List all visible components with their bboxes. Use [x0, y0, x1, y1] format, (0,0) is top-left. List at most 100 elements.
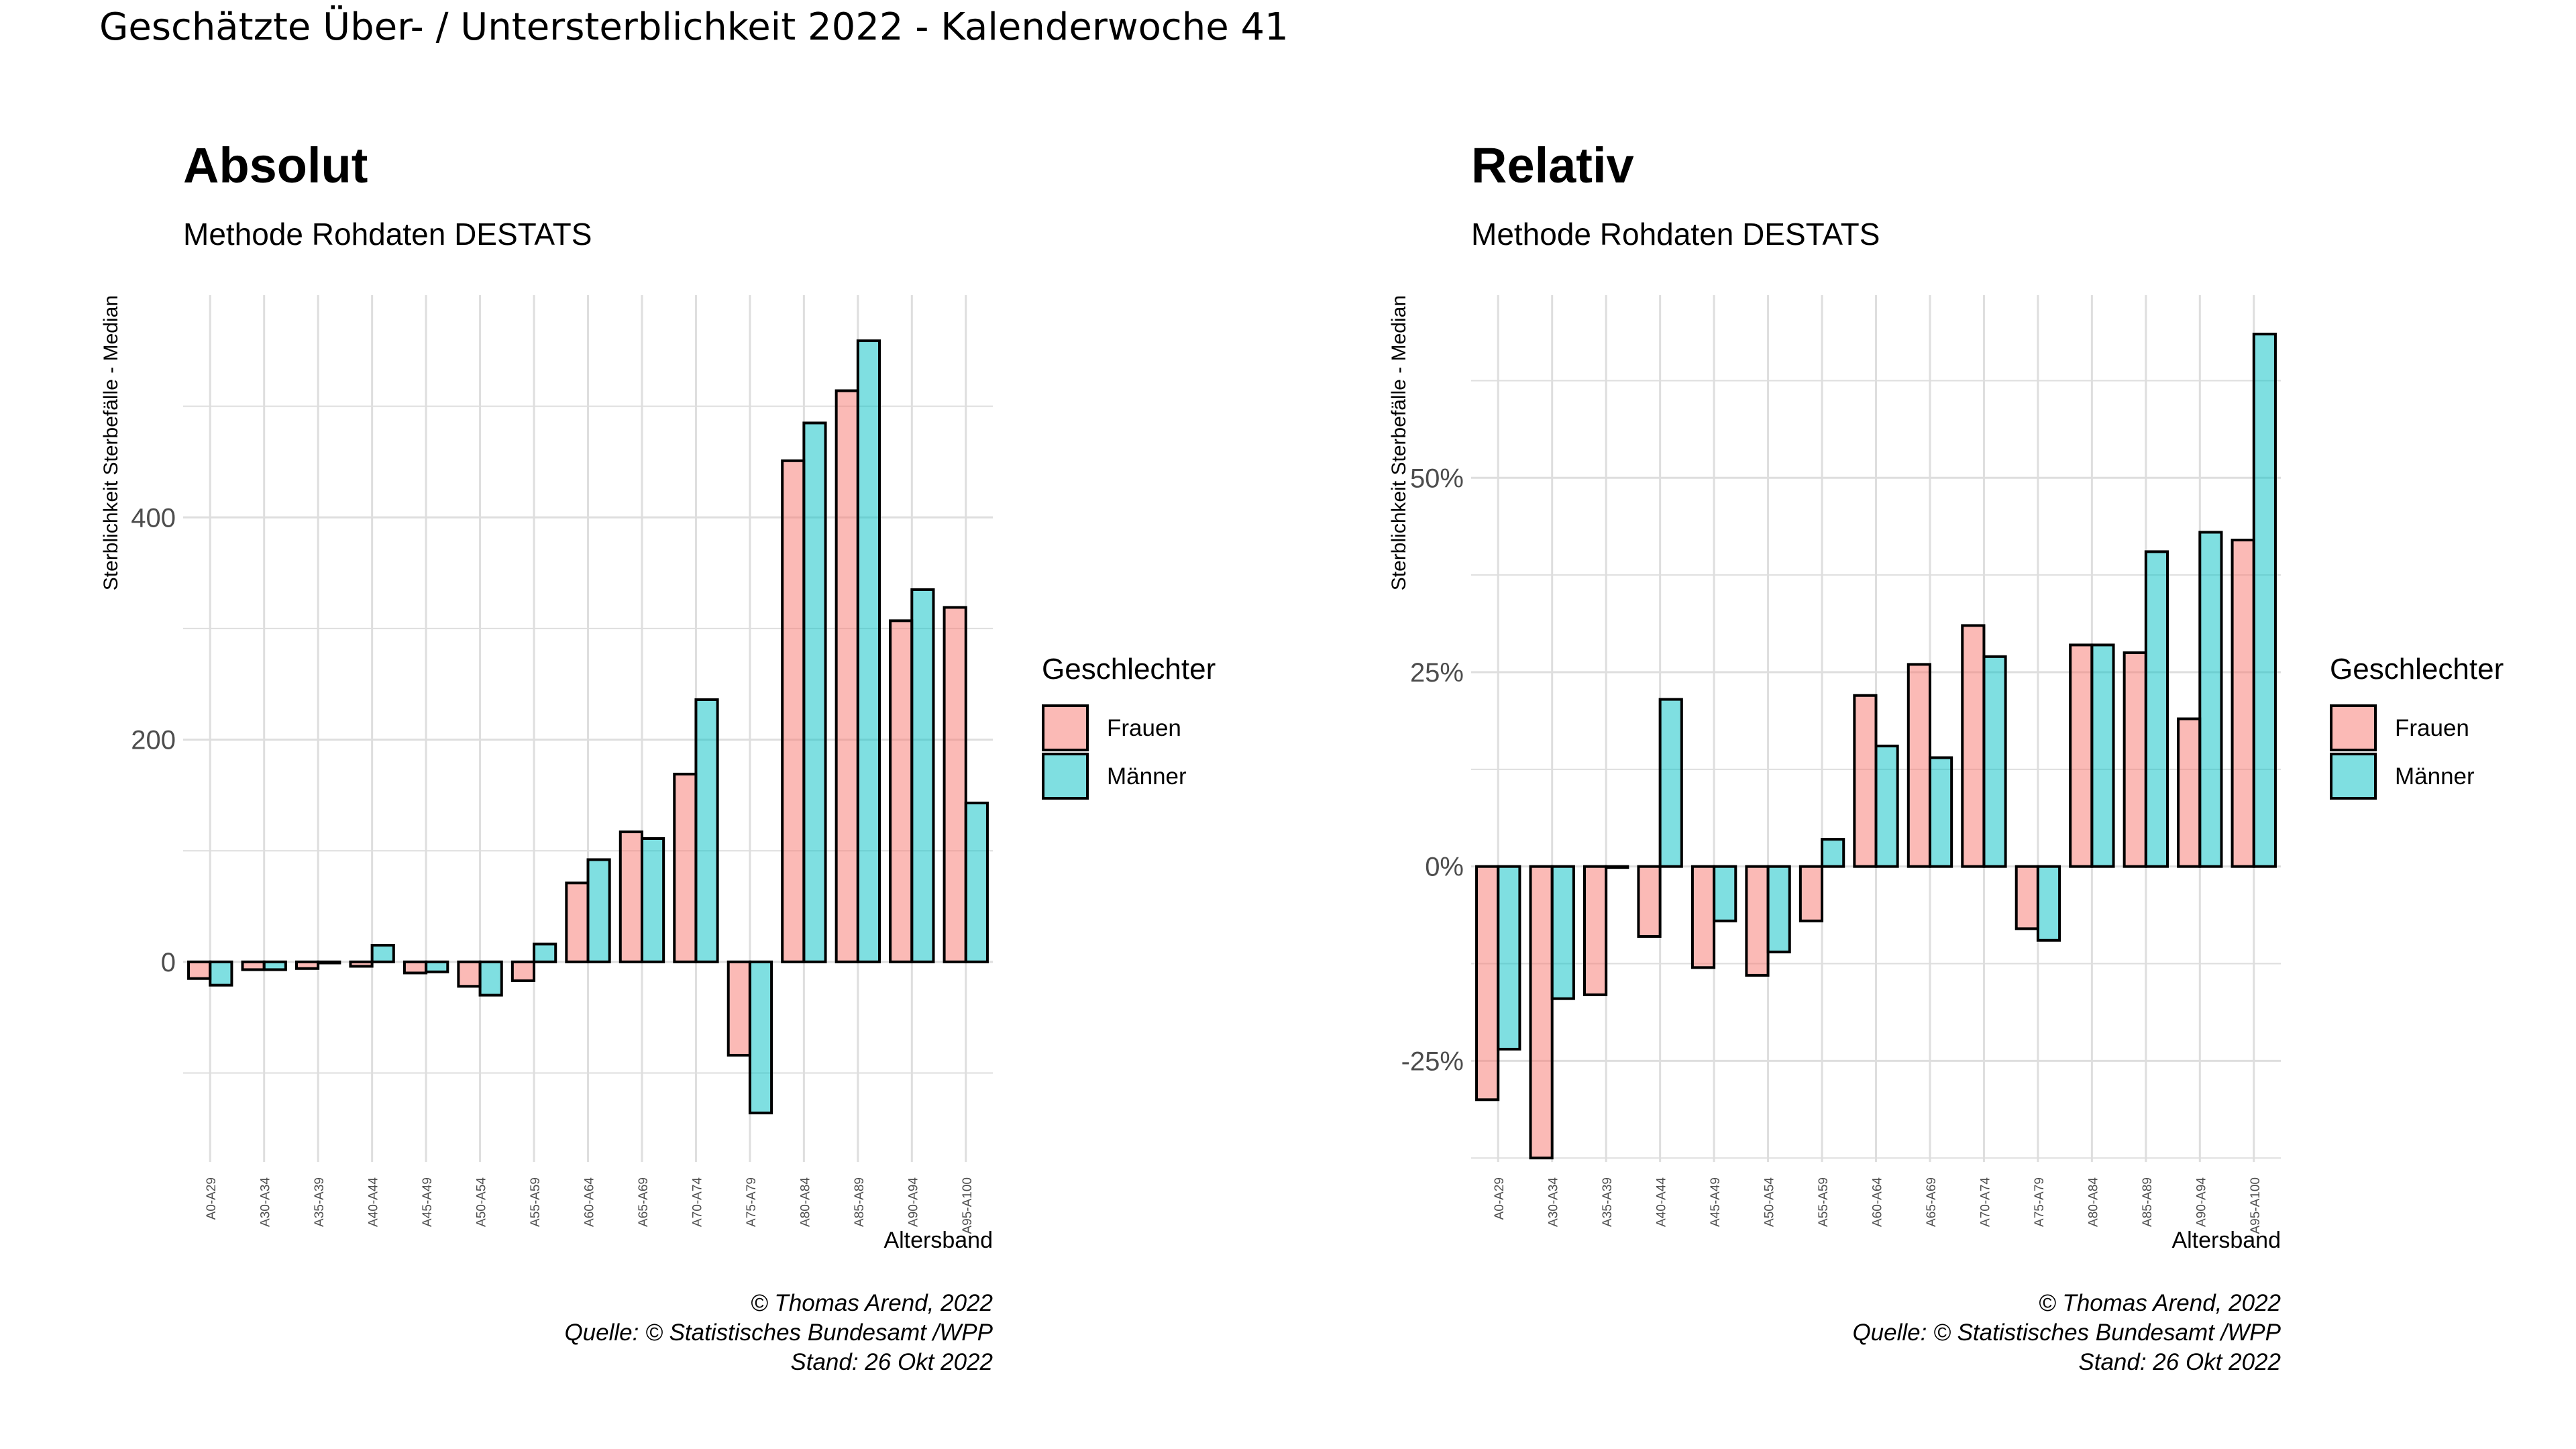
- chart-relativ: -25% 0% 25% 50% A0-A29 A30-A34 A35-A39 A40-A44 A…: [1388, 138, 2504, 1375]
- x-tick-label: A75-A79: [2033, 1177, 2047, 1227]
- x-axis-title: Altersband: [883, 1228, 993, 1253]
- bar-frauen: [1799, 865, 1824, 922]
- legend-key-maenner: [2330, 753, 2377, 800]
- bar-maenner: [1713, 865, 1737, 922]
- bar-maenner: [317, 960, 341, 965]
- legend-key-frauen: [2330, 704, 2377, 751]
- x-tick-label: A50-A54: [1763, 1177, 1777, 1227]
- x-tick-label: A55-A59: [1817, 1177, 1831, 1227]
- caption-line: Quelle: © Statistisches Bundesamt /WPP: [564, 1320, 993, 1346]
- bar-maenner: [856, 339, 881, 963]
- y-tick-label: 25%: [1410, 658, 1464, 688]
- caption-line: Quelle: © Statistisches Bundesamt /WPP: [1852, 1320, 2281, 1346]
- bar-maenner: [1928, 756, 1953, 868]
- y-tick-label: 200: [131, 726, 176, 755]
- legend-label: Männer: [2395, 763, 2475, 790]
- bar-frauen: [241, 960, 266, 971]
- bar-frauen: [835, 389, 859, 963]
- bar-frauen: [619, 830, 643, 963]
- x-tick-label: A60-A64: [1871, 1177, 1885, 1227]
- chart-title: Absolut: [183, 138, 368, 193]
- bar-frauen: [349, 960, 374, 968]
- y-tick-label: 400: [131, 503, 176, 533]
- x-tick-label: A70-A74: [690, 1177, 704, 1227]
- bar-maenner: [1766, 865, 1791, 954]
- bar-maenner: [802, 421, 827, 963]
- x-axis-title: Altersband: [2171, 1228, 2281, 1253]
- bar-maenner: [533, 943, 557, 963]
- x-tick-label: A45-A49: [421, 1177, 435, 1227]
- x-tick-label: A90-A94: [906, 1177, 920, 1227]
- bar-maenner: [748, 960, 773, 1115]
- x-tick-label: A35-A39: [313, 1177, 327, 1227]
- bar-maenner: [910, 588, 935, 963]
- legend-label: Frauen: [2395, 715, 2469, 741]
- bar-frauen: [889, 619, 914, 963]
- bar-frauen: [1853, 694, 1878, 868]
- chart-subtitle: Methode Rohdaten DESTATS: [183, 217, 592, 252]
- bar-maenner: [262, 960, 287, 971]
- bar-frauen: [457, 960, 482, 988]
- x-tick-label: A75-A79: [745, 1177, 759, 1227]
- caption-line: © Thomas Arend, 2022: [2039, 1290, 2281, 1316]
- bar-frauen: [727, 960, 751, 1057]
- bar-maenner: [1982, 655, 2007, 868]
- bar-frauen: [673, 772, 698, 963]
- bar-maenner: [1605, 865, 1629, 869]
- x-tick-label: A30-A34: [259, 1177, 273, 1227]
- bar-frauen: [1637, 865, 1662, 938]
- bar-frauen: [2069, 643, 2094, 868]
- x-tick-label: A55-A59: [529, 1177, 543, 1227]
- y-tick-label: 0%: [1425, 853, 1464, 882]
- legend-label: Männer: [1107, 763, 1187, 790]
- bar-frauen: [187, 960, 212, 980]
- legend-key-frauen: [1042, 704, 1089, 751]
- x-tick-label: A80-A84: [798, 1177, 812, 1227]
- chart-title: Relativ: [1471, 138, 1634, 193]
- bar-maenner: [2090, 643, 2115, 868]
- y-tick-label: 50%: [1410, 464, 1464, 493]
- legend-title: Geschlechter: [1042, 653, 1216, 686]
- bar-frauen: [1745, 865, 1770, 977]
- bar-frauen: [2015, 865, 2039, 930]
- caption-line: © Thomas Arend, 2022: [751, 1290, 993, 1316]
- caption-line: Stand: 26 Okt 2022: [790, 1349, 993, 1375]
- bar-frauen: [511, 960, 536, 983]
- x-tick-label: A95-A100: [961, 1177, 975, 1234]
- page-title: Geschätzte Über- / Untersterblichkeit 20…: [99, 5, 1289, 49]
- bar-maenner: [1497, 865, 1521, 1051]
- bar-frauen: [2177, 717, 2202, 868]
- chart-subtitle: Methode Rohdaten DESTATS: [1471, 217, 1880, 252]
- chart-absolut: 0 200 400 A0-A29 A30-A34 A35-A39 A40-A44 A45-A4…: [100, 138, 1216, 1375]
- x-tick-label: A80-A84: [2086, 1177, 2100, 1227]
- x-tick-label: A40-A44: [367, 1177, 381, 1227]
- bar-frauen: [1907, 663, 1931, 868]
- bar-frauen: [2231, 539, 2255, 868]
- x-tick-label: A65-A69: [1925, 1177, 1939, 1227]
- bar-maenner: [2036, 865, 2061, 942]
- bar-maenner: [1658, 698, 1683, 868]
- y-tick-label: 0: [161, 948, 176, 977]
- x-tick-label: A0-A29: [1493, 1177, 1507, 1220]
- bar-maenner: [2198, 531, 2223, 868]
- x-tick-label: A50-A54: [475, 1177, 489, 1227]
- bar-maenner: [1821, 838, 1845, 868]
- x-tick-label: A65-A69: [637, 1177, 651, 1227]
- bar-maenner: [1550, 865, 1575, 1000]
- x-tick-label: A70-A74: [1978, 1177, 1992, 1227]
- bar-maenner: [425, 960, 449, 973]
- bar-maenner: [694, 698, 719, 963]
- x-tick-label: A85-A89: [2141, 1177, 2155, 1227]
- bar-maenner: [640, 837, 665, 963]
- x-tick-label: A90-A94: [2194, 1177, 2208, 1227]
- bar-frauen: [294, 960, 320, 970]
- bar-frauen: [402, 960, 428, 975]
- bar-frauen: [1529, 865, 1554, 1160]
- x-tick-label: A0-A29: [205, 1177, 219, 1220]
- bar-frauen: [2123, 651, 2147, 868]
- bar-maenner: [1874, 745, 1899, 868]
- y-axis-title: Sterblichkeit Sterbefälle - Median: [100, 295, 122, 590]
- bar-maenner: [370, 944, 395, 963]
- bar-maenner: [2252, 332, 2277, 868]
- x-tick-label: A85-A89: [853, 1177, 867, 1227]
